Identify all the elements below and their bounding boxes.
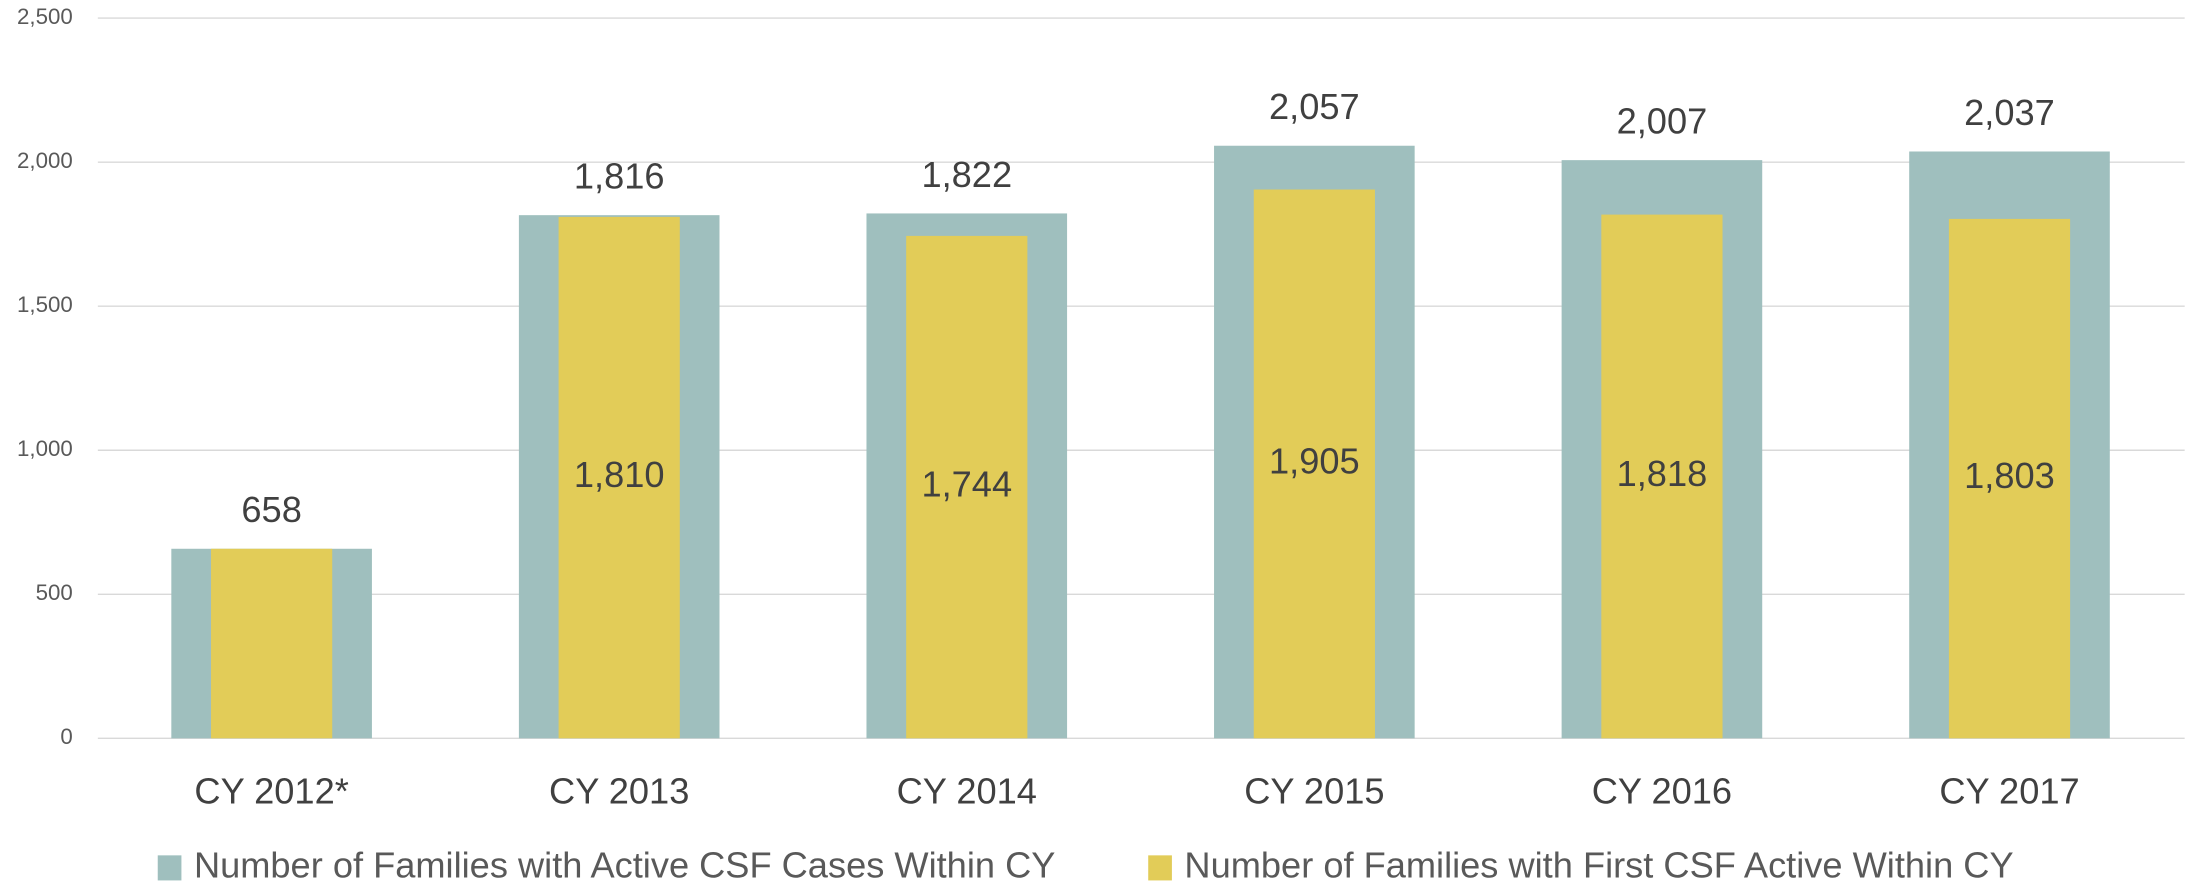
y-tick-label: 2,000 [17, 148, 73, 173]
x-tick-label: CY 2017 [1939, 771, 2079, 812]
x-tick-label: CY 2014 [897, 771, 1037, 812]
y-tick-label: 1,500 [17, 292, 73, 317]
x-tick-label: CY 2013 [549, 771, 689, 812]
data-label: 1,744 [921, 464, 1012, 505]
bar [558, 216, 680, 739]
data-label: 2,057 [1269, 86, 1360, 127]
data-label: 2,037 [1964, 92, 2055, 133]
bar [1253, 189, 1375, 739]
data-label: 1,818 [1617, 453, 1708, 494]
data-label: 1,822 [921, 154, 1012, 195]
data-label: 1,816 [574, 156, 665, 197]
data-label: 1,905 [1269, 440, 1360, 481]
legend-label: Number of Families with First CSF Active… [1184, 844, 2013, 885]
data-label: 1,810 [574, 454, 665, 495]
y-tick-label: 0 [60, 724, 72, 749]
y-tick-label: 1,000 [17, 436, 73, 461]
x-tick-label: CY 2012* [194, 771, 348, 812]
legend-swatch [1148, 855, 1172, 881]
bar [906, 235, 1028, 739]
y-tick-label: 2,500 [17, 4, 73, 29]
x-tick-label: CY 2015 [1244, 771, 1384, 812]
bar [1948, 218, 2071, 739]
bar [1601, 214, 1723, 739]
data-label: 658 [241, 489, 301, 530]
y-tick-label: 500 [36, 580, 73, 605]
data-label: 1,803 [1964, 455, 2055, 496]
legend-swatch [157, 855, 182, 881]
legend-label: Number of Families with Active CSF Cases… [194, 844, 1055, 885]
x-tick-label: CY 2016 [1592, 771, 1732, 812]
bar [211, 548, 333, 739]
data-label: 2,007 [1617, 100, 1708, 141]
